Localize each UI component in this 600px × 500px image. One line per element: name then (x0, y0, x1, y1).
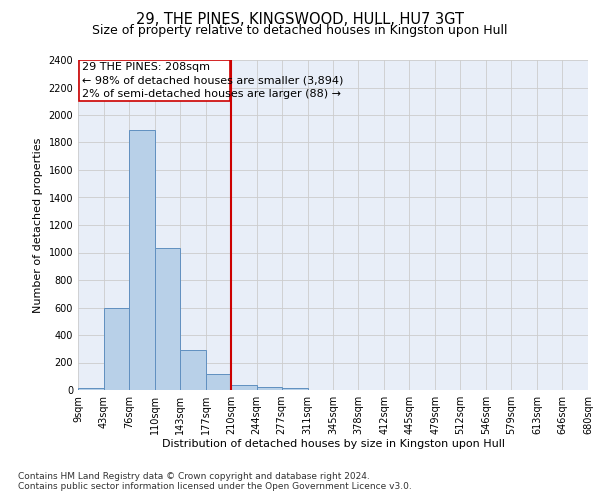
Text: Contains public sector information licensed under the Open Government Licence v3: Contains public sector information licen… (18, 482, 412, 491)
Text: 29 THE PINES: 208sqm: 29 THE PINES: 208sqm (82, 62, 210, 72)
Y-axis label: Number of detached properties: Number of detached properties (33, 138, 43, 312)
Text: ← 98% of detached houses are smaller (3,894): ← 98% of detached houses are smaller (3,… (82, 76, 343, 86)
Bar (104, 308, 129, 390)
Bar (257, 386, 281, 390)
Text: Contains HM Land Registry data © Crown copyright and database right 2024.: Contains HM Land Registry data © Crown c… (18, 472, 370, 481)
Bar (231, 384, 257, 390)
Bar (206, 374, 231, 390)
Text: 2% of semi-detached houses are larger (88) →: 2% of semi-detached houses are larger (8… (82, 88, 341, 99)
Bar (281, 388, 308, 390)
Bar (78, 388, 104, 390)
Text: 29, THE PINES, KINGSWOOD, HULL, HU7 3GT: 29, THE PINES, KINGSWOOD, HULL, HU7 3GT (136, 12, 464, 28)
Bar (129, 130, 155, 390)
Bar (155, 248, 180, 390)
Bar (180, 350, 206, 390)
X-axis label: Distribution of detached houses by size in Kingston upon Hull: Distribution of detached houses by size … (161, 438, 505, 448)
Text: Size of property relative to detached houses in Kingston upon Hull: Size of property relative to detached ho… (92, 24, 508, 37)
FancyBboxPatch shape (79, 60, 230, 101)
